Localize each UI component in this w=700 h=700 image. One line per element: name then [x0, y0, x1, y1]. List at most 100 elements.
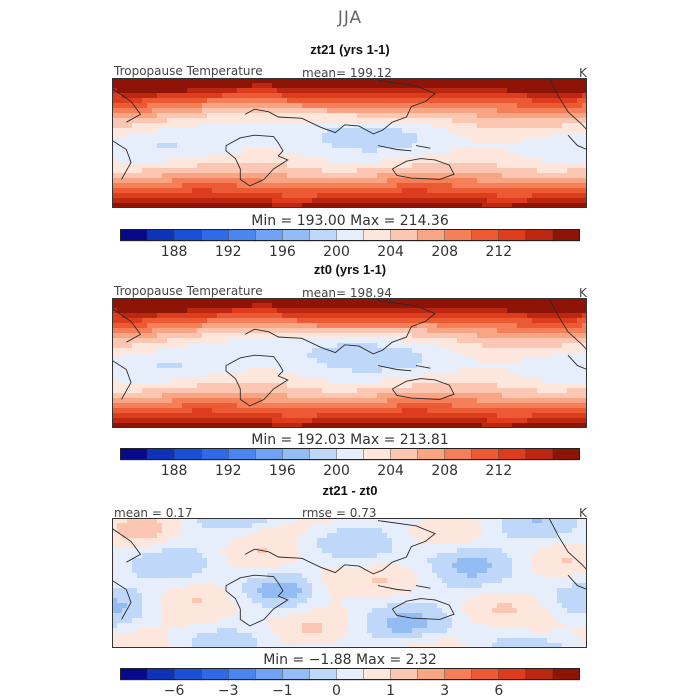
- heatmap-cell: [502, 343, 508, 349]
- heatmap-cell: [192, 198, 198, 204]
- heatmap-cell: [112, 418, 118, 424]
- panel-1-mean-label: mean=: [302, 66, 347, 80]
- heatmap-cell: [197, 108, 203, 114]
- heatmap-cell: [307, 393, 313, 399]
- heatmap-cell: [322, 123, 328, 129]
- heatmap-cell: [407, 348, 413, 354]
- heatmap-cell: [142, 203, 148, 208]
- heatmap-cell: [227, 113, 233, 119]
- heatmap-cell: [552, 118, 558, 124]
- heatmap-cell: [187, 183, 193, 189]
- heatmap-cell: [257, 138, 263, 144]
- heatmap-cell: [267, 313, 273, 319]
- heatmap-cell: [492, 298, 498, 304]
- heatmap-cell: [237, 418, 243, 424]
- heatmap-cell: [582, 138, 587, 144]
- heatmap-cell: [407, 323, 413, 329]
- heatmap-cell: [312, 308, 318, 314]
- heatmap-cell: [572, 133, 578, 139]
- heatmap-cell: [357, 318, 363, 324]
- heatmap-cell: [227, 353, 233, 359]
- heatmap-cell: [472, 298, 478, 304]
- heatmap-cell: [147, 78, 153, 84]
- heatmap-cell: [217, 93, 223, 99]
- heatmap-cell: [127, 93, 133, 99]
- heatmap-cell: [167, 178, 173, 184]
- heatmap-cell: [247, 193, 253, 199]
- heatmap-cell: [542, 318, 548, 324]
- heatmap-cell: [382, 118, 388, 124]
- heatmap-cell: [157, 158, 163, 164]
- heatmap-cell: [387, 193, 393, 199]
- heatmap-cell: [167, 423, 173, 428]
- heatmap-cell: [432, 378, 438, 384]
- heatmap-cell: [242, 198, 248, 204]
- heatmap-cell: [172, 423, 178, 428]
- heatmap-cell: [582, 333, 587, 339]
- heatmap-cell: [227, 373, 233, 379]
- heatmap-cell: [392, 128, 398, 134]
- heatmap-cell: [527, 378, 533, 384]
- heatmap-cell: [252, 108, 258, 114]
- heatmap-cell: [502, 353, 508, 359]
- heatmap-cell: [227, 98, 233, 104]
- heatmap-cell: [567, 178, 573, 184]
- heatmap-cell: [557, 393, 563, 399]
- heatmap-cell: [412, 173, 418, 179]
- heatmap-cell: [292, 178, 298, 184]
- heatmap-cell: [192, 173, 198, 179]
- heatmap-cell: [487, 173, 493, 179]
- heatmap-cell: [567, 188, 573, 194]
- heatmap-cell: [347, 308, 353, 314]
- heatmap-cell: [187, 198, 193, 204]
- heatmap-cell: [207, 88, 213, 94]
- heatmap-cell: [517, 298, 523, 304]
- heatmap-cell: [572, 423, 578, 428]
- heatmap-cell: [397, 303, 403, 309]
- heatmap-cell: [372, 328, 378, 334]
- heatmap-cell: [132, 423, 138, 428]
- heatmap-cell: [337, 418, 343, 424]
- heatmap-cell: [342, 88, 348, 94]
- heatmap-cell: [507, 383, 513, 389]
- heatmap-cell: [572, 148, 578, 154]
- heatmap-cell: [202, 108, 208, 114]
- heatmap-cell: [437, 173, 443, 179]
- heatmap-cell: [527, 423, 533, 428]
- heatmap-cell: [202, 178, 208, 184]
- heatmap-cell: [487, 338, 493, 344]
- heatmap-cell: [287, 378, 293, 384]
- heatmap-cell: [432, 93, 438, 99]
- heatmap-cell: [112, 178, 118, 184]
- heatmap-cell: [232, 168, 238, 174]
- heatmap-cell: [347, 203, 353, 208]
- heatmap-cell: [172, 318, 178, 324]
- heatmap-cell: [137, 93, 143, 99]
- panel-2-map: [112, 298, 587, 428]
- heatmap-cell: [247, 148, 253, 154]
- heatmap-cell: [312, 113, 318, 119]
- heatmap-cell: [532, 333, 538, 339]
- heatmap-cell: [517, 108, 523, 114]
- heatmap-cell: [577, 183, 583, 189]
- heatmap-cell: [357, 138, 363, 144]
- heatmap-cell: [327, 303, 333, 309]
- heatmap-cell: [347, 318, 353, 324]
- heatmap-cell: [352, 383, 358, 389]
- heatmap-cell: [382, 383, 388, 389]
- heatmap-cell: [262, 408, 268, 414]
- heatmap-cell: [567, 203, 573, 208]
- heatmap-cell: [567, 348, 573, 354]
- heatmap-cell: [322, 163, 328, 169]
- heatmap-cell: [522, 338, 528, 344]
- heatmap-cell: [507, 203, 513, 208]
- heatmap-cell: [442, 388, 448, 394]
- heatmap-cell: [372, 123, 378, 129]
- heatmap-cell: [372, 113, 378, 119]
- heatmap-cell: [397, 318, 403, 324]
- heatmap-cell: [257, 183, 263, 189]
- heatmap-cell: [462, 408, 468, 414]
- heatmap-cell: [407, 128, 413, 134]
- heatmap-cell: [377, 368, 383, 374]
- heatmap-cell: [127, 78, 133, 84]
